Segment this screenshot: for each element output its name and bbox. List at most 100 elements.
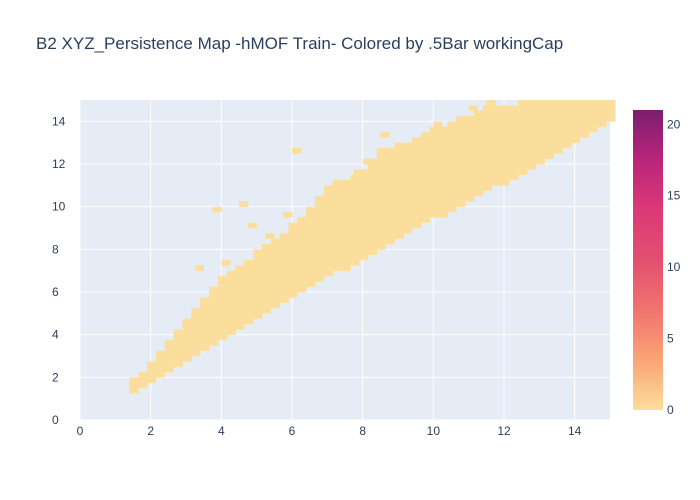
heatmap-cell [297,228,307,234]
heatmap-cell [350,244,360,250]
heatmap-cell [412,201,422,207]
heatmap-cell [217,313,227,319]
heatmap-cell [208,302,219,309]
heatmap-cell [261,297,272,303]
heatmap-cell [562,100,572,106]
heatmap-cell [579,105,590,111]
heatmap-cell [606,100,616,106]
heatmap-cell [367,164,378,170]
heatmap-cell [253,270,263,277]
heatmap-cell [235,286,245,293]
heatmap-cell [182,334,192,341]
heatmap-cell [420,142,431,149]
heatmap-cell [297,281,307,287]
heatmap-cell [491,158,501,165]
heatmap-cell [518,153,528,159]
heatmap-cell [465,126,475,133]
heatmap-cell [412,174,422,181]
heatmap-cell [544,126,554,133]
heatmap-cell [341,196,351,202]
heatmap-cell [482,126,492,133]
heatmap-cell [412,196,422,202]
heatmap-cell [473,169,484,175]
heatmap-cell [420,217,431,223]
heatmap-cell [155,350,166,357]
heatmap-cell [314,260,325,266]
heatmap-cell [526,116,537,122]
heatmap-cell [200,318,210,325]
heatmap-cell [288,260,298,266]
heatmap-cell [261,292,272,298]
heatmap-cell [562,126,572,133]
heatmap-cell [200,313,210,319]
heatmap-cell [429,158,439,165]
y-tick-label: 10 [52,200,66,214]
colorbar-tick: 0 [667,403,674,417]
heatmap-cell [385,206,395,213]
heatmap-cell [420,158,431,165]
heatmap-cell [482,164,492,170]
heatmap-cell [164,345,174,351]
heatmap-cell [323,238,333,245]
heatmap-cell [367,233,378,239]
heatmap-cell [597,121,607,127]
heatmap-cell [261,249,272,255]
x-tick-label: 10 [427,424,441,438]
y-tick: 14 [52,114,66,128]
heatmap-cell [438,164,448,170]
heatmap-cell [473,153,484,159]
heatmap-cell [235,270,245,277]
heatmap-cell [323,217,333,223]
heatmap-cell [562,137,572,143]
heatmap-cell [235,308,245,314]
heatmap-cell [588,121,598,127]
heatmap-cell [562,110,572,117]
heatmap-cell [138,372,148,378]
heatmap-cell [491,137,501,143]
heatmap-cell [438,190,448,197]
heatmap-cell [473,148,484,154]
heatmap-cell [526,110,537,117]
heatmap-cell [403,190,413,197]
heatmap-cell [518,148,528,154]
heatmap-cell [359,201,369,207]
heatmap-cell [297,286,307,293]
heatmap-cell [438,148,448,154]
heatmap-cell [376,212,386,218]
heatmap-cell [473,126,484,133]
heatmap-cell [438,206,448,213]
heatmap-cell [253,308,263,314]
heatmap-cell [376,217,386,223]
heatmap-cell [182,318,192,325]
heatmap-cell [367,185,378,191]
heatmap-cell [279,249,289,255]
heatmap-cell [500,153,510,159]
heatmap-cell [359,185,369,191]
heatmap-cell [208,340,219,346]
heatmap-cell [447,190,457,197]
heatmap-cell [244,302,254,309]
heatmap-cell [491,116,501,122]
heatmap-cell [350,217,360,223]
heatmap-cell [429,185,439,191]
heatmap-cell [553,126,563,133]
heatmap-cell [279,281,289,287]
heatmap-cell [350,222,360,229]
heatmap-cell [173,340,183,346]
heatmap-cell [385,185,395,191]
heatmap-cell [579,110,590,117]
heatmap-cell [261,265,272,271]
heatmap-cell [270,254,280,261]
heatmap-cell [332,244,342,250]
heatmap-cell [526,164,537,170]
heatmap-cell [138,382,148,389]
heatmap-cell [394,164,404,170]
heatmap-cell [420,169,431,175]
heatmap-cell [473,132,484,138]
heatmap-cell [420,201,431,207]
heatmap-cell [191,345,201,351]
heatmap-cell [456,185,466,191]
colorbar-tick: 15 [667,189,681,203]
heatmap-cell [509,174,519,181]
y-tick: 8 [52,242,59,256]
